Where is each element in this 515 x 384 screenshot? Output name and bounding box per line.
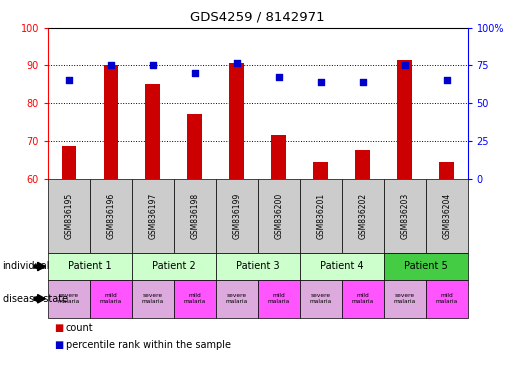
Bar	[187, 114, 202, 179]
Point	[401, 62, 409, 68]
Bar	[48, 280, 90, 318]
Bar	[300, 280, 342, 318]
Bar	[216, 253, 300, 280]
Text: Patient 1: Patient 1	[68, 262, 112, 271]
Point	[65, 78, 73, 84]
Bar	[384, 280, 426, 318]
Bar	[229, 63, 244, 179]
Bar	[132, 280, 174, 318]
Bar	[342, 179, 384, 253]
Text: mild
malaria: mild malaria	[268, 293, 290, 304]
Text: Patient 3: Patient 3	[236, 262, 280, 271]
Text: ■: ■	[54, 323, 63, 333]
Bar	[132, 253, 216, 280]
Text: ■: ■	[54, 340, 63, 350]
Bar	[300, 253, 384, 280]
Point	[107, 62, 115, 68]
Text: mild
malaria: mild malaria	[352, 293, 374, 304]
Text: Patient 2: Patient 2	[152, 262, 196, 271]
Bar	[355, 150, 370, 179]
Bar	[258, 179, 300, 253]
Bar	[174, 280, 216, 318]
Text: GSM836198: GSM836198	[191, 193, 199, 239]
Point	[149, 62, 157, 68]
Text: mild
malaria: mild malaria	[184, 293, 206, 304]
Text: severe
malaria: severe malaria	[393, 293, 416, 304]
Text: percentile rank within the sample: percentile rank within the sample	[66, 340, 231, 350]
Text: GSM836201: GSM836201	[316, 193, 325, 239]
Bar	[216, 280, 258, 318]
Text: severe
malaria: severe malaria	[142, 293, 164, 304]
Text: GSM836203: GSM836203	[400, 193, 409, 239]
Bar	[425, 280, 468, 318]
Bar	[425, 179, 468, 253]
Text: severe
malaria: severe malaria	[226, 293, 248, 304]
Text: count: count	[66, 323, 94, 333]
Point	[442, 78, 451, 84]
Bar	[90, 179, 132, 253]
Bar	[300, 179, 342, 253]
Text: GSM836199: GSM836199	[232, 193, 241, 239]
Bar	[104, 65, 118, 179]
Text: GSM836196: GSM836196	[107, 193, 115, 239]
Text: GSM836197: GSM836197	[148, 193, 157, 239]
Bar	[258, 280, 300, 318]
Point	[274, 74, 283, 80]
Text: individual: individual	[3, 262, 50, 271]
Bar	[397, 60, 412, 179]
Point	[191, 70, 199, 76]
Text: Patient 4: Patient 4	[320, 262, 364, 271]
Text: GSM836202: GSM836202	[358, 193, 367, 239]
Text: severe
malaria: severe malaria	[58, 293, 80, 304]
Point	[358, 79, 367, 85]
Bar	[439, 162, 454, 179]
Text: mild
malaria: mild malaria	[436, 293, 458, 304]
Text: severe
malaria: severe malaria	[310, 293, 332, 304]
Bar	[271, 135, 286, 179]
Bar	[342, 280, 384, 318]
Text: Patient 5: Patient 5	[404, 262, 448, 271]
Bar	[90, 280, 132, 318]
Bar	[384, 179, 426, 253]
Text: GSM836195: GSM836195	[64, 193, 73, 239]
Text: disease state: disease state	[3, 294, 67, 304]
Bar	[174, 179, 216, 253]
Bar	[48, 253, 132, 280]
Bar	[313, 162, 328, 179]
Text: GSM836204: GSM836204	[442, 193, 451, 239]
Text: mild
malaria: mild malaria	[100, 293, 122, 304]
Bar	[61, 146, 76, 179]
Point	[233, 60, 241, 66]
Bar	[48, 179, 90, 253]
Point	[317, 79, 325, 85]
Text: GDS4259 / 8142971: GDS4259 / 8142971	[190, 11, 325, 24]
Bar	[132, 179, 174, 253]
Text: GSM836200: GSM836200	[274, 193, 283, 239]
Bar	[216, 179, 258, 253]
Bar	[145, 84, 160, 179]
Bar	[384, 253, 468, 280]
